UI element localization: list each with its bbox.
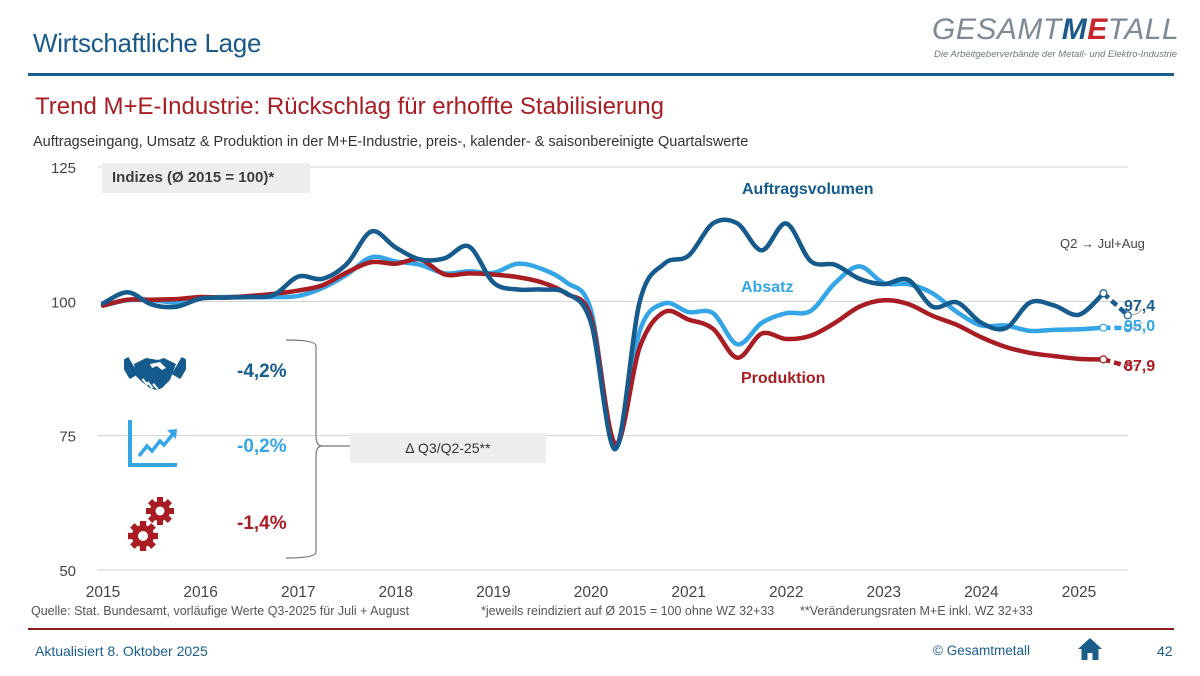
leader-orders (1131, 309, 1143, 316)
end-label-orders: 97,4 (1124, 298, 1156, 315)
delta-label: ∆ Q3/Q2-25** (350, 433, 546, 463)
series-lines (100, 217, 1130, 452)
logo-prefix: GESAMT (932, 13, 1062, 46)
series-markers (1099, 289, 1143, 371)
end-label-production: 87,9 (1124, 358, 1156, 375)
x-tick-label: 2017 (281, 584, 315, 601)
x-tick-label: 2021 (671, 584, 705, 601)
leader-sales (1131, 321, 1143, 329)
leader-production (1131, 360, 1143, 367)
logo-me: ME (1062, 13, 1108, 46)
x-tick-label: 2016 (183, 584, 217, 601)
section-title: Wirtschaftliche Lage (33, 28, 262, 58)
series-provisional-orders (1101, 291, 1130, 317)
y-tick-label: 50 (59, 563, 76, 580)
footnote-index: *jeweils reindiziert auf Ø 2015 = 100 oh… (481, 604, 775, 618)
logo-suffix: TALL (1107, 13, 1180, 46)
logo-me-e: E (1087, 13, 1108, 46)
gesamtmetall-logo: GESAMTMETALL Die Arbeitgeberverbände der… (932, 13, 1180, 64)
x-axis-ticks: 2015 2016 2017 2018 2019 2020 2021 2022 2023 2024… (86, 584, 1096, 601)
series-provisional-production (1102, 357, 1129, 369)
home-icon[interactable] (1077, 636, 1103, 662)
marker-q2-sales (1099, 323, 1108, 332)
logo-wordmark: GESAMTMETALL (932, 13, 1180, 46)
source-note: Quelle: Stat. Bundesamt, vorläufige Wert… (31, 604, 410, 618)
copyright: © Gesamtmetall (933, 643, 1030, 658)
x-tick-label: 2015 (86, 584, 120, 601)
y-axis-ticks: 50 75 100 125 (51, 160, 76, 580)
x-tick-label: 2018 (379, 584, 413, 601)
growth-chart-icon (128, 420, 177, 467)
handshake-icon (124, 357, 186, 390)
bracket-bottom (285, 445, 323, 559)
quarter-note: Q2 → Jul+Aug (1060, 236, 1145, 251)
updated-date: Aktualisiert 8. Oktober 2025 (35, 643, 208, 659)
marker-q3-orders (1123, 311, 1132, 320)
kpi-sales-change: -0,2% (237, 436, 287, 457)
y-tick-label: 75 (59, 429, 76, 446)
footnote-rates: **Veränderungsraten M+E inkl. WZ 32+33 (800, 604, 1033, 618)
end-label-sales: 95,0 (1124, 318, 1156, 335)
logo-me-m: M (1061, 13, 1088, 46)
page-number: 42 (1157, 643, 1173, 659)
series-line-sales (100, 254, 1106, 450)
x-tick-label: 2019 (476, 584, 510, 601)
y-tick-label: 100 (51, 294, 76, 311)
y-tick-label: 125 (51, 160, 76, 177)
series-line-production (100, 256, 1106, 446)
marker-q3-production (1123, 362, 1132, 371)
kpi-orders-change: -4,2% (237, 361, 287, 382)
bracket-top (285, 339, 350, 447)
footer-divider (28, 628, 1174, 630)
header-divider (28, 73, 1174, 76)
series-line-orders (100, 217, 1106, 452)
x-tick-label: 2025 (1062, 584, 1096, 601)
series-label-sales: Absatz (741, 279, 794, 296)
x-tick-label: 2023 (867, 584, 901, 601)
marker-q3-sales (1123, 324, 1132, 333)
x-tick-label: 2022 (769, 584, 803, 601)
logo-tagline: Die Arbeitgeberverbände der Metall- und … (934, 49, 1178, 60)
x-tick-label: 2020 (574, 584, 609, 601)
slide-title: Trend M+E-Industrie: Rückschlag für erho… (35, 93, 664, 120)
kpi-bracket (285, 339, 350, 559)
x-tick-label: 2024 (964, 584, 999, 601)
index-note: Indizes (Ø 2015 = 100)* (102, 163, 310, 193)
marker-q2-production (1099, 355, 1108, 364)
kpi-production-change: -1,4% (237, 513, 287, 534)
series-label-production: Produktion (741, 370, 826, 387)
slide-subtitle: Auftragseingang, Umsatz & Produktion in … (33, 134, 749, 150)
marker-q2-orders (1099, 289, 1108, 298)
gears-icon (128, 497, 174, 551)
series-label-orders: Auftragsvolumen (742, 181, 874, 198)
